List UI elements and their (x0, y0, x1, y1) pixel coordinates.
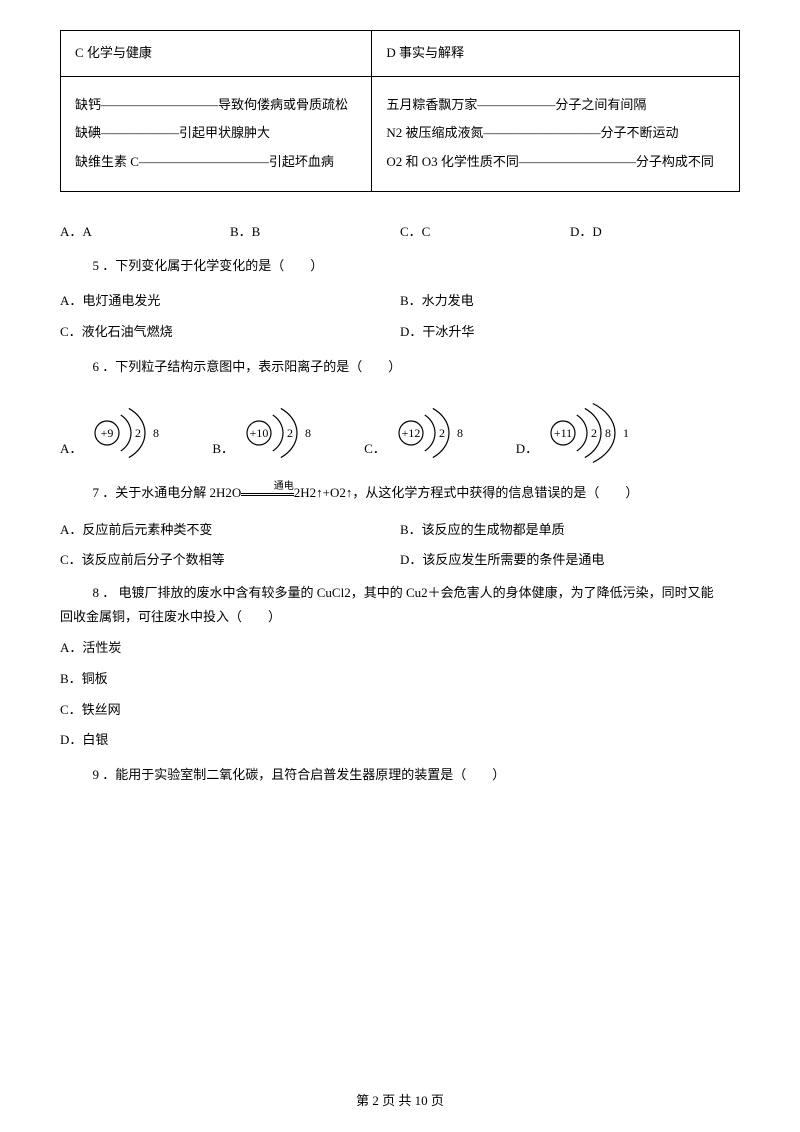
svg-text:2: 2 (135, 426, 141, 440)
table-body-row: 缺钙—————————导致佝偻病或骨质疏松 缺碘——————引起甲状腺肿大 缺维… (61, 76, 740, 191)
q7-option-a: A．反应前后元素种类不变 (60, 520, 400, 541)
q6-atom-item: B． +10 28 (212, 398, 339, 468)
table-header-right: D 事实与解释 (372, 31, 740, 77)
table-body-right: 五月粽香飘万家——————分子之间有间隔 N2 被压缩成液氮—————————分… (372, 76, 740, 191)
table-body-left: 缺钙—————————导致佝偻病或骨质疏松 缺碘——————引起甲状腺肿大 缺维… (61, 76, 372, 191)
svg-text:2: 2 (591, 426, 597, 440)
q7-stem: 7 ．关于水通电分解 2H2O通电 2H2↑+O2↑，从这化学方程式中获得的信息… (60, 482, 740, 506)
q6-atom-item: D． +11 281 (516, 398, 663, 468)
q6-stem: 6 ．下列粒子结构示意图中，表示阳离子的是（ ） (60, 357, 740, 378)
q5-option-b: B．水力发电 (400, 291, 740, 312)
q8-option-c: C．铁丝网 (60, 700, 740, 721)
q4-option-c: C．C (400, 222, 570, 243)
q5-row2: C．液化石油气燃烧 D．干冰升华 (60, 322, 740, 343)
q7-stem-post: 2H2↑+O2↑，从这化学方程式中获得的信息错误的是（ ） (294, 485, 639, 500)
q7-stem-pre: 7 ．关于水通电分解 2H2O (93, 485, 242, 500)
q6-atom-label: A． (60, 439, 82, 468)
q5-option-c: C．液化石油气燃烧 (60, 322, 400, 343)
atom-diagram-icon: +11 281 (543, 398, 663, 468)
q6-atom-label: D． (516, 439, 538, 468)
q7-option-c: C．该反应前后分子个数相等 (60, 550, 400, 571)
q8-stem: 8 ． 电镀厂排放的废水中含有较多量的 CuCl2，其中的 Cu2＋会危害人的身… (60, 581, 740, 628)
right-line1: 五月粽香飘万家——————分子之间有间隔 (386, 91, 725, 120)
q4-option-d: D．D (570, 222, 740, 243)
left-line3: 缺维生素 C——————————引起坏血病 (75, 148, 357, 177)
page-footer: 第 2 页 共 10 页 (0, 1091, 800, 1112)
q6-atom-label: C． (364, 439, 386, 468)
atom-diagram-icon: +10 28 (239, 398, 339, 468)
svg-text:8: 8 (605, 426, 611, 440)
q8-line1: 8 ． 电镀厂排放的废水中含有较多量的 CuCl2，其中的 Cu2＋会危害人的身… (60, 581, 740, 604)
svg-text:+12: +12 (401, 426, 420, 440)
svg-text:+11: +11 (554, 426, 572, 440)
q8-option-d: D．白银 (60, 730, 740, 751)
q5-stem: 5 ．下列变化属于化学变化的是（ ） (60, 256, 740, 277)
info-table: C 化学与健康 D 事实与解释 缺钙—————————导致佝偻病或骨质疏松 缺碘… (60, 30, 740, 192)
svg-text:1: 1 (623, 426, 629, 440)
q7-option-d: D．该反应发生所需要的条件是通电 (400, 550, 740, 571)
q5-option-a: A．电灯通电发光 (60, 291, 400, 312)
left-line2: 缺碘——————引起甲状腺肿大 (75, 119, 357, 148)
q7-option-b: B．该反应的生成物都是单质 (400, 520, 740, 541)
atom-diagram-icon: +12 28 (391, 398, 491, 468)
svg-text:2: 2 (439, 426, 445, 440)
left-line1: 缺钙—————————导致佝偻病或骨质疏松 (75, 91, 357, 120)
q9-stem: 9 ．能用于实验室制二氧化碳，且符合启普发生器原理的装置是（ ） (60, 765, 740, 786)
right-line3: O2 和 O3 化学性质不同—————————分子构成不同 (386, 148, 725, 177)
q4-option-b: B．B (230, 222, 400, 243)
q4-options: A．A B．B C．C D．D (60, 222, 740, 243)
q8-option-b: B．铜板 (60, 669, 740, 690)
svg-text:8: 8 (457, 426, 463, 440)
q5-row1: A．电灯通电发光 B．水力发电 (60, 291, 740, 312)
q4-option-a: A．A (60, 222, 230, 243)
svg-text:8: 8 (153, 426, 159, 440)
q6-atom-item: C． +12 28 (364, 398, 491, 468)
q7-condition-icon: 通电 (241, 482, 294, 506)
q5-option-d: D．干冰升华 (400, 322, 740, 343)
q6-atom-row: A．+928B．+1028C．+1228D．+11281 (60, 398, 740, 468)
svg-text:8: 8 (305, 426, 311, 440)
q7-row1: A．反应前后元素种类不变 B．该反应的生成物都是单质 (60, 520, 740, 541)
right-line2: N2 被压缩成液氮—————————分子不断运动 (386, 119, 725, 148)
svg-text:2: 2 (287, 426, 293, 440)
svg-text:+9: +9 (101, 426, 114, 440)
q7-row2: C．该反应前后分子个数相等 D．该反应发生所需要的条件是通电 (60, 550, 740, 571)
svg-text:+10: +10 (250, 426, 269, 440)
atom-diagram-icon: +9 28 (87, 398, 187, 468)
q8-option-a: A．活性炭 (60, 638, 740, 659)
q6-atom-label: B． (212, 439, 234, 468)
table-header-left: C 化学与健康 (61, 31, 372, 77)
table-header-row: C 化学与健康 D 事实与解释 (61, 31, 740, 77)
q8-line2: 回收金属铜，可往废水中投入（ ） (60, 605, 740, 628)
q6-atom-item: A． +9 28 (60, 398, 187, 468)
